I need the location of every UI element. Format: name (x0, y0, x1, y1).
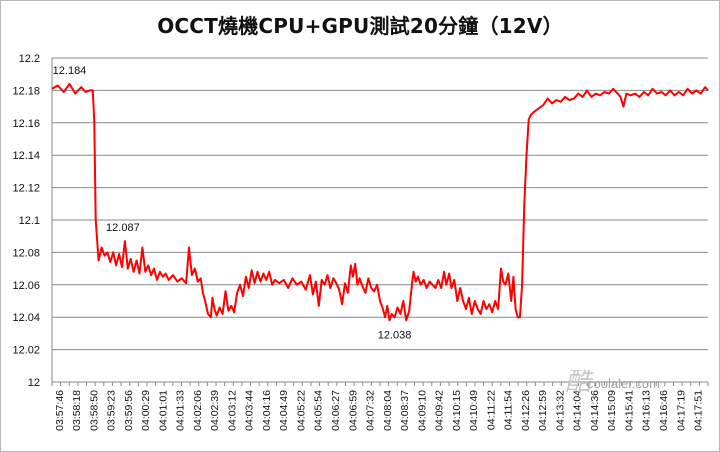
y-tick-label: 12.14 (12, 150, 40, 162)
y-tick-label: 12.12 (12, 183, 40, 195)
series-line (51, 82, 709, 322)
x-tick-label: 04:17:19 (675, 390, 687, 431)
x-tick-label: 03:59:23 (106, 390, 118, 431)
data-label: 12.038 (378, 329, 412, 341)
x-tick-label: 04:14:36 (589, 390, 601, 431)
x-tick-label: 04:02:39 (209, 390, 221, 431)
x-tick-label: 04:09:10 (416, 390, 428, 431)
x-tick-label: 04:04:49 (278, 390, 290, 431)
x-tick-label: 04:05:54 (313, 390, 325, 431)
y-tick-label: 12.18 (12, 85, 40, 97)
x-tick-label: 04:16:46 (658, 390, 670, 431)
x-tick-label: 04:10:15 (451, 390, 463, 431)
x-tick-label: 04:09:42 (434, 390, 446, 431)
x-tick-label: 04:03:12 (226, 390, 238, 431)
y-tick-label: 12.06 (12, 280, 40, 292)
y-tick-label: 12.02 (12, 345, 40, 357)
x-tick-label: 04:01:01 (157, 390, 169, 431)
x-tick-label: 04:02:06 (192, 390, 204, 431)
x-tick-label: 04:06:59 (347, 390, 359, 431)
data-label: 12.087 (106, 222, 140, 234)
x-tick-label: 04:11:54 (503, 390, 515, 430)
x-tick-label: 04:07:32 (365, 390, 377, 431)
y-tick-label: 12.1 (19, 215, 40, 227)
y-tick-label: 12.16 (12, 118, 40, 130)
x-tick-label: 03:59:56 (123, 390, 135, 431)
x-tick-label: 04:15:09 (606, 390, 618, 431)
series-layer (51, 82, 709, 322)
y-tick-label: 12.08 (12, 247, 40, 259)
x-tick-label: 04:13:32 (554, 390, 566, 431)
x-tick-label: 04:01:33 (175, 390, 187, 431)
x-tick-label: 04:03:44 (244, 390, 256, 431)
x-tick-label: 03:58:18 (71, 390, 83, 431)
x-tick-label: 04:16:13 (641, 390, 653, 431)
x-tick-label: 04:11:22 (485, 390, 497, 430)
x-tick-label: 04:12:59 (537, 390, 549, 431)
watermark-text: coolaler.com (587, 376, 660, 391)
x-tick-label: 04:15:41 (623, 390, 635, 431)
x-tick-label: 04:06:27 (330, 390, 342, 431)
chart-title: OCCT燒機CPU+GPU測試20分鐘（12V） (157, 14, 563, 38)
y-tick-label: 12.2 (19, 53, 40, 65)
y-axis: 12.2 12.18 12.16 12.14 12.12 12.1 12.08 12.06 12… (12, 53, 53, 389)
watermark: 酷 coolaler.com (565, 370, 715, 398)
y-tick-label: 12.04 (12, 312, 40, 324)
watermark-glyph: 酷 (565, 370, 594, 396)
x-tick-label: 04:08:04 (382, 390, 394, 431)
y-tick-label: 12 (28, 377, 40, 389)
x-tick-label: 04:00:29 (140, 390, 152, 431)
x-tick-label: 04:14:04 (572, 390, 584, 431)
x-tick-label: 03:58:50 (88, 390, 100, 431)
x-axis: 03:57:46 03:58:18 03:58:50 03:59:23 03:59:56… (51, 381, 709, 431)
x-tick-label: 04:08:37 (399, 390, 411, 431)
x-tick-label: 04:05:22 (295, 390, 307, 431)
data-label: 12.184 (53, 65, 87, 77)
x-tick-label: 04:12:26 (520, 390, 532, 431)
x-tick-label: 04:17:51 (693, 390, 705, 431)
x-tick-label: 04:10:49 (468, 390, 480, 431)
annotations: 12.184 12.087 12.038 (53, 65, 412, 342)
x-tick-label: 04:04:16 (261, 390, 273, 431)
x-tick-label: 03:57:46 (54, 390, 66, 431)
